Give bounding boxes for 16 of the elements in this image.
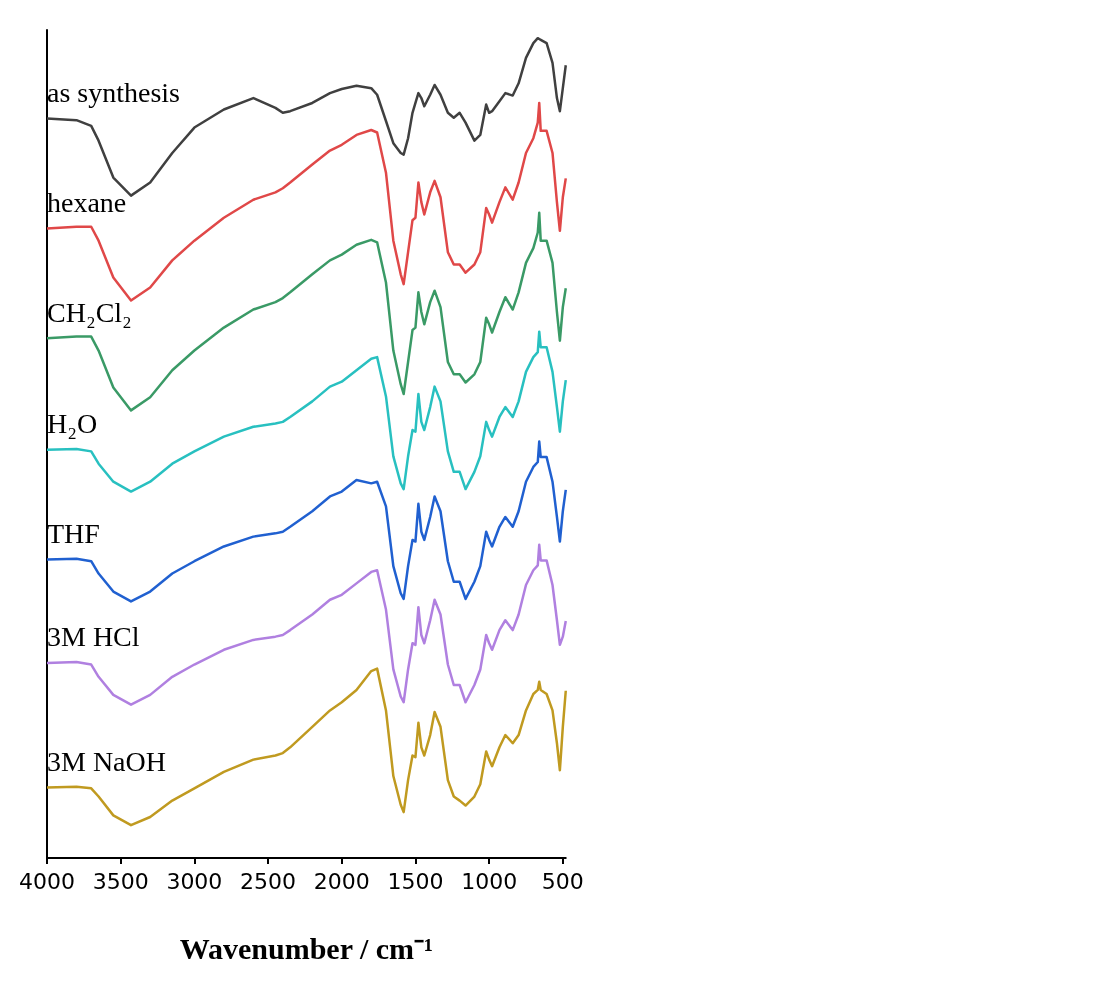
x-tick-label: 2500 [240,868,297,894]
x-tick-label: 500 [541,868,584,894]
series-label: 3M HCl [47,621,140,653]
x-tick-label: 4000 [19,868,75,894]
series-label: 3M NaOH [47,746,166,777]
x-tick-label: 3500 [92,868,149,894]
x-tick-label: 1000 [461,868,518,894]
x-axis-title: Wavenumber / cm⁻¹ [179,931,434,965]
series-label: THF [47,518,100,550]
series-label: CH₂Cl₂ [47,296,132,328]
series-label: as synthesis [47,77,180,109]
series-label: H₂O [47,408,98,440]
x-tick-label: 3000 [166,868,223,894]
series-label: hexane [47,186,127,218]
x-tick-label: 2000 [313,868,370,894]
x-tick-label: 1500 [387,868,444,894]
